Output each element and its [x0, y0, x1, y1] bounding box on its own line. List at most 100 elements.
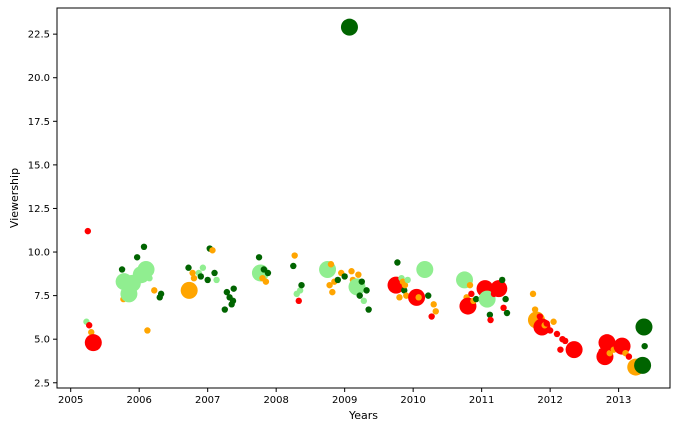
data-point: [404, 276, 411, 284]
data-point: [348, 268, 355, 275]
data-point: [531, 306, 539, 313]
data-point: [255, 254, 263, 261]
y-axis-label: Viewership: [8, 168, 21, 228]
data-point: [84, 334, 102, 352]
data-point: [468, 290, 475, 298]
data-point: [500, 304, 507, 312]
data-point: [118, 266, 126, 273]
data-point: [486, 311, 494, 318]
data-point: [334, 276, 342, 284]
y-tick-label: 5.0: [34, 335, 50, 346]
data-point: [229, 297, 237, 305]
data-point: [562, 337, 569, 345]
data-point: [503, 309, 511, 317]
x-tick-label: 2010: [400, 395, 425, 406]
data-point: [295, 297, 302, 305]
data-point: [85, 322, 93, 329]
x-tick-label: 2008: [263, 395, 288, 406]
data-point: [403, 292, 410, 299]
y-axis: 2.5 5.0 7.5 10.0 12.5 15.0 17.5 20.0 22.5: [28, 30, 57, 389]
data-points: [83, 18, 653, 376]
data-point: [490, 280, 508, 298]
x-tick-label: 2006: [126, 395, 151, 406]
data-point: [543, 320, 550, 327]
data-point: [565, 341, 583, 359]
data-point: [327, 261, 335, 268]
data-point: [401, 281, 409, 289]
data-point: [204, 276, 211, 284]
data-point: [634, 356, 652, 374]
x-axis: 2005 2006 2007 2008 2009 2010 2011 2012 2013: [58, 388, 631, 406]
data-point: [221, 306, 229, 313]
y-tick-label: 22.5: [28, 30, 50, 41]
x-tick-label: 2009: [332, 395, 357, 406]
data-point: [144, 327, 151, 334]
y-tick-label: 20.0: [28, 73, 50, 84]
data-point: [416, 260, 434, 278]
data-point: [432, 308, 439, 315]
data-point: [223, 288, 231, 296]
data-point: [209, 247, 216, 254]
data-point: [146, 274, 153, 282]
data-point: [88, 329, 95, 336]
data-point: [498, 276, 506, 284]
x-tick-label: 2007: [195, 395, 220, 406]
data-point: [415, 294, 422, 301]
data-point: [296, 287, 304, 294]
data-point: [401, 287, 408, 294]
data-point: [185, 264, 192, 271]
data-point: [553, 330, 561, 338]
data-point: [550, 318, 557, 325]
x-tick-label: 2012: [537, 395, 562, 406]
data-point: [137, 260, 155, 278]
data-point: [396, 294, 403, 301]
data-point: [425, 292, 432, 299]
x-tick-label: 2005: [58, 395, 83, 406]
data-point: [641, 342, 648, 350]
data-point: [84, 227, 92, 235]
data-point: [502, 295, 509, 303]
data-point: [133, 254, 141, 261]
data-point: [190, 274, 198, 282]
data-point: [356, 292, 363, 299]
data-point: [262, 278, 270, 285]
data-point: [546, 327, 554, 334]
data-point: [290, 262, 297, 270]
y-tick-label: 17.5: [28, 117, 50, 128]
data-point: [466, 281, 474, 289]
data-point: [430, 301, 437, 308]
data-point: [264, 269, 272, 277]
data-point: [199, 264, 207, 271]
data-point: [355, 271, 362, 278]
data-point: [428, 313, 435, 320]
data-point: [340, 18, 358, 36]
data-point: [360, 297, 368, 305]
x-tick-label: 2013: [606, 395, 631, 406]
data-point: [341, 273, 348, 280]
data-point: [197, 273, 205, 280]
data-point: [151, 287, 158, 294]
data-point: [326, 281, 333, 289]
data-point: [635, 318, 653, 336]
data-point: [189, 269, 196, 277]
data-point: [298, 281, 305, 289]
y-tick-label: 10.0: [28, 248, 50, 259]
data-point: [213, 276, 220, 284]
data-point: [291, 252, 298, 259]
data-point: [363, 287, 370, 294]
data-point: [529, 290, 537, 298]
x-axis-label: Years: [348, 409, 378, 422]
data-point: [487, 316, 494, 324]
y-tick-label: 12.5: [28, 204, 50, 215]
data-point: [365, 306, 372, 313]
data-point: [358, 278, 365, 285]
data-point: [157, 290, 165, 298]
data-point: [472, 295, 480, 303]
x-tick-label: 2011: [469, 395, 494, 406]
data-point: [140, 243, 148, 251]
data-point: [625, 353, 633, 360]
plot-frame: [56, 7, 671, 389]
